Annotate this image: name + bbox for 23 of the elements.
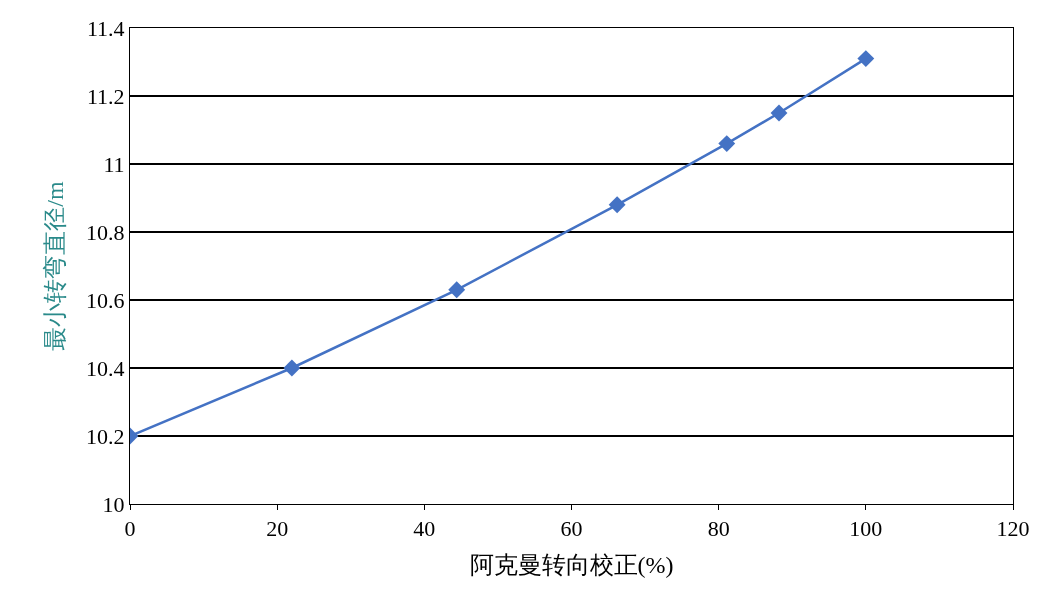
x-tick-label: 20 <box>266 516 289 542</box>
point <box>857 50 875 68</box>
x-tick-label: 0 <box>124 516 136 542</box>
y-tick-label: 10 <box>102 491 125 517</box>
y-tick-label: 11.2 <box>86 83 125 109</box>
y-axis-title: 最小转弯直径/m <box>42 181 69 351</box>
x-axis-title: 阿克曼转向校正(%) <box>469 551 674 578</box>
point <box>448 281 466 299</box>
x-tick-label: 40 <box>413 516 436 542</box>
y-tick-label: 10.4 <box>86 355 125 381</box>
y-tick-label: 10.8 <box>86 219 125 245</box>
point <box>770 104 788 122</box>
x-tick-label: 120 <box>996 516 1030 542</box>
x-tick-label: 100 <box>849 516 883 542</box>
y-tick-label: 10.6 <box>86 287 125 313</box>
y-tick-label: 10.2 <box>86 423 125 449</box>
y-tick-label: 11.4 <box>86 15 125 41</box>
x-tick-label: 80 <box>707 516 730 542</box>
point <box>283 359 301 377</box>
point <box>718 135 736 153</box>
x-tick-label: 60 <box>560 516 583 542</box>
point <box>608 196 626 214</box>
y-tick-label: 11 <box>103 151 125 177</box>
